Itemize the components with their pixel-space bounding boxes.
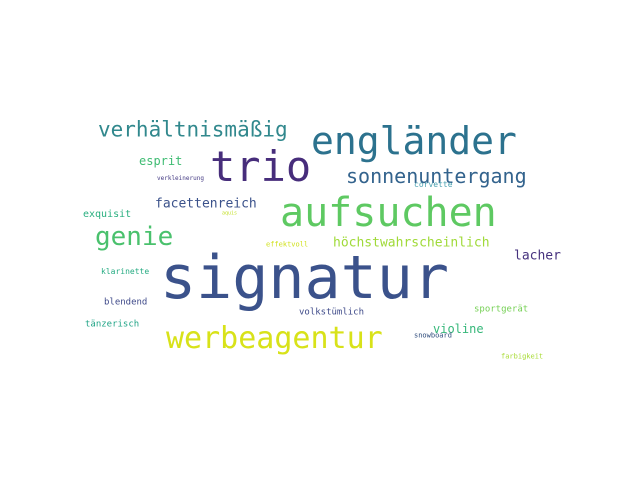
word-facettenreich: facettenreich [155, 196, 257, 212]
word-volkstuemlich: volkstümlich [299, 307, 365, 318]
word-blendend: blendend [104, 297, 148, 308]
wordcloud: signatur aufsuchen trio engländer werbea… [80, 117, 561, 361]
word-lacher: lacher [514, 248, 561, 264]
word-werbeagentur: werbeagentur [166, 321, 383, 356]
word-farbigkeit: farbigkeit [501, 352, 544, 361]
word-englaender: engländer [311, 119, 517, 163]
word-exquisit: exquisit [83, 209, 132, 220]
word-taenzerisch: tänzerisch [85, 319, 140, 330]
word-sportgeraet: sportgerät [474, 304, 529, 315]
word-snowboard: snowboard [414, 331, 452, 340]
word-esprit: esprit [139, 154, 183, 168]
word-verkleinerung: verkleinerung [157, 175, 204, 182]
word-trio: trio [210, 142, 312, 191]
word-sonnenuntergang: sonnenuntergang [346, 164, 527, 188]
word-verhaeltnismaessig: verhältnismäßig [98, 117, 288, 142]
word-klarinette: klarinette [101, 267, 150, 276]
word-effektvoll: effektvoll [266, 240, 309, 249]
word-aufsuchen: aufsuchen [280, 190, 497, 236]
word-genie: genie [95, 222, 174, 252]
word-corvette: corvette [414, 180, 453, 189]
word-violine: violine [433, 322, 484, 336]
word-hoechstwahrscheinlich: höchstwahrscheinlich [333, 235, 490, 251]
word-signatur: signatur [160, 243, 449, 313]
word-aquis: aquis [222, 210, 238, 217]
